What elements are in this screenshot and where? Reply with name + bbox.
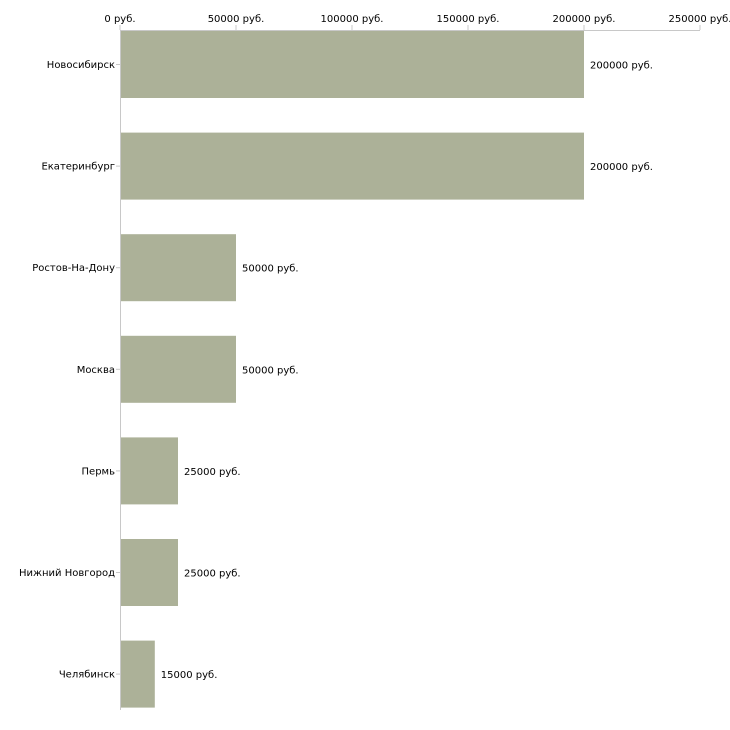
x-tick-label: 200000 руб. xyxy=(553,14,616,25)
category-label: Екатеринбург xyxy=(41,162,115,173)
bar xyxy=(120,132,584,200)
bar xyxy=(120,437,178,505)
x-tick-label: 100000 руб. xyxy=(321,14,384,25)
value-label: 200000 руб. xyxy=(590,162,653,173)
category-label: Пермь xyxy=(82,466,116,477)
value-label: 15000 руб. xyxy=(161,670,218,681)
bars xyxy=(120,31,584,708)
axis-lines xyxy=(120,30,700,710)
category-label: Нижний Новгород xyxy=(19,568,115,579)
bar xyxy=(120,539,178,606)
category-label: Челябинск xyxy=(59,670,115,681)
value-labels: 200000 руб. 200000 руб. 50000 руб. 50000 ру… xyxy=(161,61,653,682)
bar xyxy=(120,640,155,708)
bar xyxy=(120,31,584,98)
category-label: Новосибирск xyxy=(47,60,115,71)
x-tick-label: 50000 руб. xyxy=(208,14,265,25)
category-label: Ростов-На-Дону xyxy=(32,263,115,274)
category-labels: Новосибирск Екатеринбург Ростов-На-Дону Мос… xyxy=(19,60,120,681)
value-label: 50000 руб. xyxy=(242,264,299,275)
category-label: Москва xyxy=(77,365,115,376)
x-tick-label: 0 руб. xyxy=(104,14,135,25)
value-label: 25000 руб. xyxy=(184,569,241,580)
value-label: 25000 руб. xyxy=(184,467,241,478)
value-label: 200000 руб. xyxy=(590,61,653,72)
x-axis: 0 руб. 50000 руб. 100000 руб. 150000 руб. 20… xyxy=(104,14,730,30)
x-tick-label: 250000 руб. xyxy=(669,14,730,25)
value-label: 50000 руб. xyxy=(242,365,299,376)
bar xyxy=(120,335,236,403)
bar xyxy=(120,234,236,302)
x-tick-label: 150000 руб. xyxy=(437,14,500,25)
